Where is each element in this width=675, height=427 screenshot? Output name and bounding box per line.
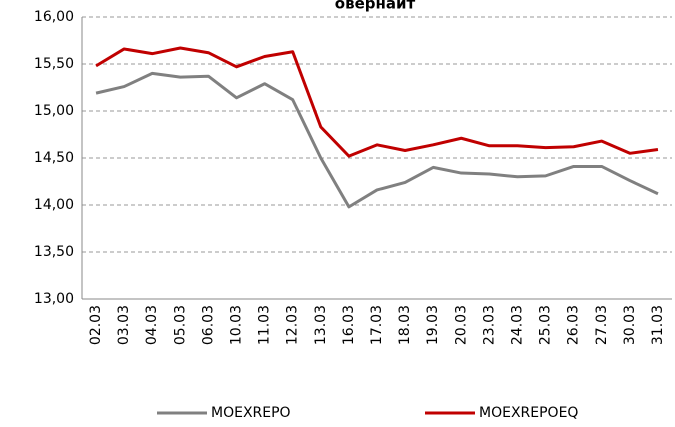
x-tick-label: 20.03: [453, 305, 469, 345]
y-tick-label: 13,00: [34, 291, 74, 307]
x-tick-label: 26.03: [566, 305, 582, 345]
y-tick-label: 14,50: [34, 150, 74, 166]
x-tick-label: 10.03: [229, 305, 245, 345]
x-tick-label: 18.03: [397, 305, 413, 345]
x-tick-label: 04.03: [144, 305, 160, 345]
y-tick-label: 16,00: [34, 9, 74, 25]
x-tick-label: 27.03: [594, 305, 610, 345]
x-tick-label: 06.03: [200, 305, 216, 345]
x-tick-label: 17.03: [369, 305, 385, 345]
x-tick-label: 05.03: [172, 305, 188, 345]
x-tick-label: 25.03: [538, 305, 554, 345]
chart-title: овернайт: [335, 0, 416, 13]
x-tick-label: 19.03: [425, 305, 441, 345]
legend-label: MOEXREPOEQ: [479, 405, 578, 421]
y-tick-label: 14,00: [34, 197, 74, 213]
x-tick-label: 31.03: [650, 305, 666, 345]
x-tick-label: 12.03: [285, 305, 301, 345]
x-tick-label: 03.03: [116, 305, 132, 345]
x-tick-label: 13.03: [313, 305, 329, 345]
x-tick-label: 23.03: [481, 305, 497, 345]
line-series: [95, 71, 659, 209]
x-tick-label: 02.03: [88, 305, 104, 345]
y-tick-label: 13,50: [34, 244, 74, 260]
x-tick-label: 16.03: [341, 305, 357, 345]
y-tick-label: 15,00: [34, 103, 74, 119]
y-tick-label: 15,50: [34, 56, 74, 72]
line-series: [95, 46, 659, 158]
x-tick-label: 30.03: [622, 305, 638, 345]
x-tick-label: 24.03: [509, 305, 525, 345]
x-tick-label: 11.03: [257, 305, 273, 345]
legend-label: MOEXREPO: [211, 405, 291, 421]
